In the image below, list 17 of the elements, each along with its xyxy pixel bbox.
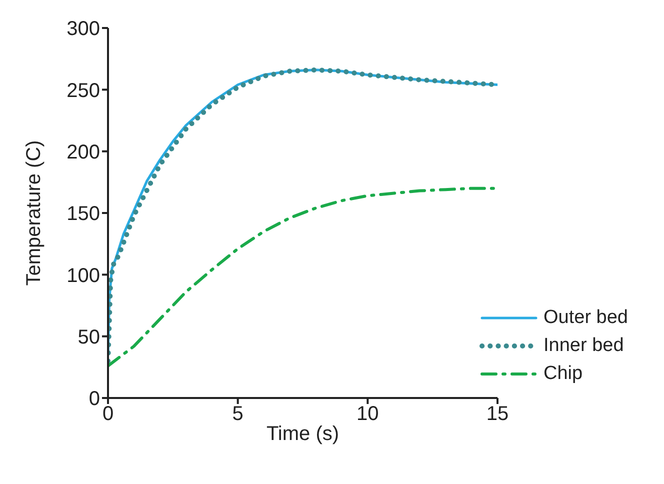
x-axis-title: Time (s) bbox=[266, 423, 340, 445]
y-tick-label: 200 bbox=[66, 141, 100, 164]
y-tick-label: 150 bbox=[66, 203, 100, 226]
y-tick-label: 300 bbox=[66, 18, 100, 40]
y-tick-label: 250 bbox=[66, 80, 100, 102]
y-axis-title: Temperature (C) bbox=[23, 140, 46, 286]
x-tick-label: 10 bbox=[356, 403, 379, 426]
y-tick-label: 100 bbox=[66, 264, 100, 287]
x-tick-label: 5 bbox=[232, 403, 244, 426]
line-series bbox=[108, 186, 498, 368]
x-tick-label: 0 bbox=[102, 403, 114, 426]
y-tick-label: 50 bbox=[78, 326, 100, 348]
x-tick-label: 15 bbox=[486, 403, 509, 426]
legend-label: Outer bed bbox=[544, 307, 628, 329]
legend-label: Inner bed bbox=[544, 335, 624, 357]
y-tick-label: 0 bbox=[88, 388, 100, 410]
legend-label: Chip bbox=[544, 363, 583, 385]
